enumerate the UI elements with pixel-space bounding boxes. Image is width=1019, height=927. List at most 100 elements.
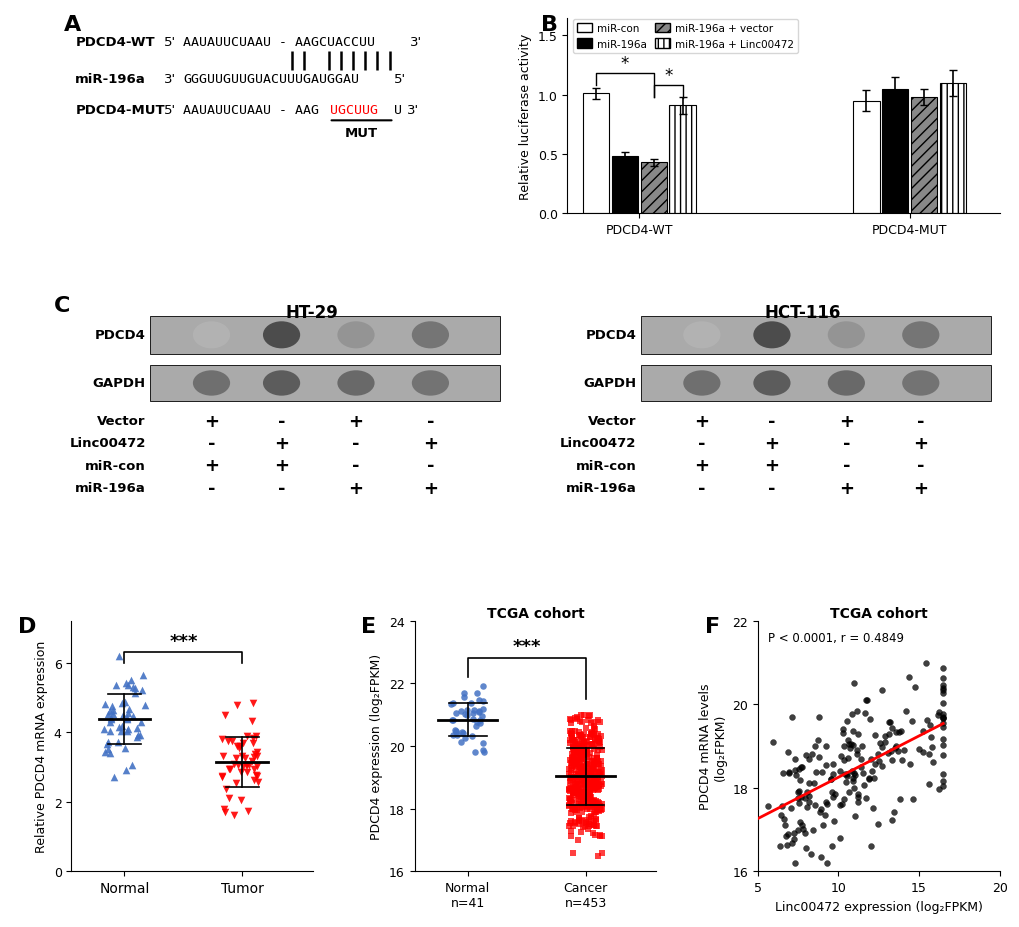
Text: miR-con: miR-con	[575, 459, 636, 472]
Point	[571, 797, 587, 812]
Point	[234, 759, 251, 774]
Point	[774, 812, 791, 827]
Point	[592, 754, 608, 768]
Point	[573, 813, 589, 828]
Point	[574, 800, 590, 815]
Point	[580, 815, 596, 830]
Point	[578, 781, 594, 795]
Point	[852, 752, 868, 767]
Point	[576, 743, 592, 757]
Point	[584, 782, 600, 797]
Point	[582, 776, 598, 791]
Point	[462, 696, 478, 711]
Point	[882, 813, 899, 828]
Point	[806, 798, 822, 813]
Point	[584, 754, 600, 768]
Point	[575, 792, 591, 806]
Point	[562, 781, 579, 795]
Point	[860, 771, 876, 786]
Ellipse shape	[827, 371, 864, 396]
Point	[589, 803, 605, 818]
Point	[844, 723, 860, 738]
Text: +: +	[763, 457, 779, 475]
Bar	[881, 90, 908, 214]
Point	[572, 825, 588, 840]
Point	[809, 732, 825, 747]
Point	[575, 762, 591, 777]
Point	[569, 778, 585, 793]
Point	[568, 757, 584, 772]
Point	[100, 735, 116, 750]
Point	[120, 702, 137, 717]
Point	[217, 805, 233, 819]
Point	[444, 696, 461, 711]
Point	[876, 730, 893, 744]
Text: PDCD4-WT: PDCD4-WT	[75, 35, 155, 48]
Point	[793, 818, 809, 832]
Point	[789, 791, 805, 806]
Point	[582, 770, 598, 785]
Point	[846, 781, 862, 795]
Point	[569, 748, 585, 763]
Point	[887, 725, 903, 740]
Bar	[668, 107, 695, 214]
Text: Vector: Vector	[587, 414, 636, 427]
Point	[586, 781, 602, 795]
Point	[561, 770, 578, 785]
Point	[780, 765, 796, 780]
Point	[583, 726, 599, 741]
Point	[800, 776, 816, 791]
Point	[564, 747, 580, 762]
Point	[571, 778, 587, 793]
Point	[786, 751, 802, 766]
Point	[567, 801, 583, 816]
Point	[589, 794, 605, 809]
Text: C: C	[54, 296, 70, 315]
Bar	[611, 158, 638, 214]
Point	[570, 785, 586, 800]
Point	[797, 841, 813, 856]
Point	[587, 773, 603, 788]
X-axis label: Linc00472 expression (log₂FPKM): Linc00472 expression (log₂FPKM)	[774, 899, 981, 912]
Point	[787, 856, 803, 870]
Text: miR-196a: miR-196a	[565, 481, 636, 494]
Point	[213, 732, 229, 747]
Point	[448, 728, 465, 743]
Point	[571, 760, 587, 775]
Point	[791, 783, 807, 798]
Point	[220, 734, 236, 749]
Point	[468, 718, 484, 733]
Text: UGCUUG: UGCUUG	[329, 104, 378, 117]
Point	[105, 707, 121, 722]
Point	[247, 746, 263, 761]
Point	[575, 730, 591, 745]
Point	[562, 713, 579, 728]
Point	[561, 784, 578, 799]
Point	[475, 702, 491, 717]
Point	[764, 735, 781, 750]
Point	[806, 739, 822, 754]
Point	[582, 766, 598, 781]
Point	[789, 785, 805, 800]
Point	[580, 776, 596, 791]
Point	[565, 742, 581, 756]
Point	[249, 748, 265, 763]
Point	[589, 782, 605, 797]
Point	[113, 718, 129, 733]
Point	[772, 807, 789, 822]
Point	[122, 673, 139, 688]
Point	[592, 765, 608, 780]
Point	[567, 744, 583, 759]
Point	[590, 754, 606, 768]
Text: +: +	[204, 413, 219, 430]
Text: +: +	[204, 457, 219, 475]
Point	[845, 676, 861, 691]
Point	[586, 733, 602, 748]
Point	[565, 786, 581, 801]
Text: F: F	[704, 616, 719, 636]
Point	[574, 751, 590, 766]
Point	[891, 725, 907, 740]
Point	[934, 661, 951, 676]
Point	[467, 745, 483, 760]
Point	[587, 731, 603, 746]
